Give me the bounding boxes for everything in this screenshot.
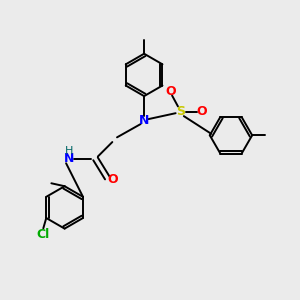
Text: Cl: Cl <box>36 228 49 241</box>
Text: N: N <box>64 152 74 165</box>
Text: O: O <box>107 173 118 186</box>
Text: O: O <box>165 85 176 98</box>
Text: H: H <box>65 146 73 156</box>
Text: S: S <box>176 105 185 118</box>
Text: O: O <box>196 105 207 118</box>
Text: N: N <box>139 114 149 127</box>
